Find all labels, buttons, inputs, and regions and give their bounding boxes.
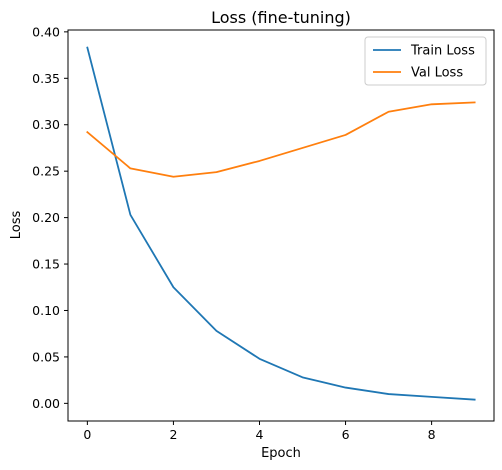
y-axis-label: Loss	[9, 211, 24, 240]
x-tick-label: 8	[428, 427, 436, 442]
y-tick-label: 0.30	[32, 117, 60, 132]
plot-area	[67, 29, 495, 422]
series-layer	[86, 46, 476, 401]
x-tick-label: 0	[83, 427, 91, 442]
y-tick-label: 0.00	[32, 396, 60, 411]
series-line-train-loss	[86, 46, 476, 401]
legend-label: Val Loss	[411, 66, 463, 81]
y-tick-label: 0.05	[32, 349, 60, 364]
x-tick-label: 6	[342, 427, 350, 442]
y-axis-ticks: 0.00 0.05 0.10 0.15 0.20 0.25 0.30 0.35 0.40	[32, 24, 68, 411]
chart-title: Loss (fine-tuning)	[211, 8, 351, 27]
y-tick-label: 0.35	[32, 71, 60, 86]
x-tick-label: 4	[256, 427, 264, 442]
x-axis-label: Epoch	[261, 446, 301, 461]
y-tick-label: 0.20	[32, 210, 60, 225]
x-tick-label: 2	[169, 427, 177, 442]
legend: Train Loss Val Loss	[364, 36, 487, 86]
y-tick-label: 0.25	[32, 164, 60, 179]
x-axis-ticks: 0 2 4 6 8	[83, 421, 436, 442]
y-tick-label: 0.40	[32, 24, 60, 39]
legend-label: Train Loss	[410, 44, 475, 59]
plot-frame	[67, 29, 495, 422]
legend-frame	[364, 36, 487, 86]
series-line-val-loss	[86, 101, 476, 178]
y-tick-label: 0.10	[32, 303, 60, 318]
y-tick-label: 0.15	[32, 257, 60, 272]
